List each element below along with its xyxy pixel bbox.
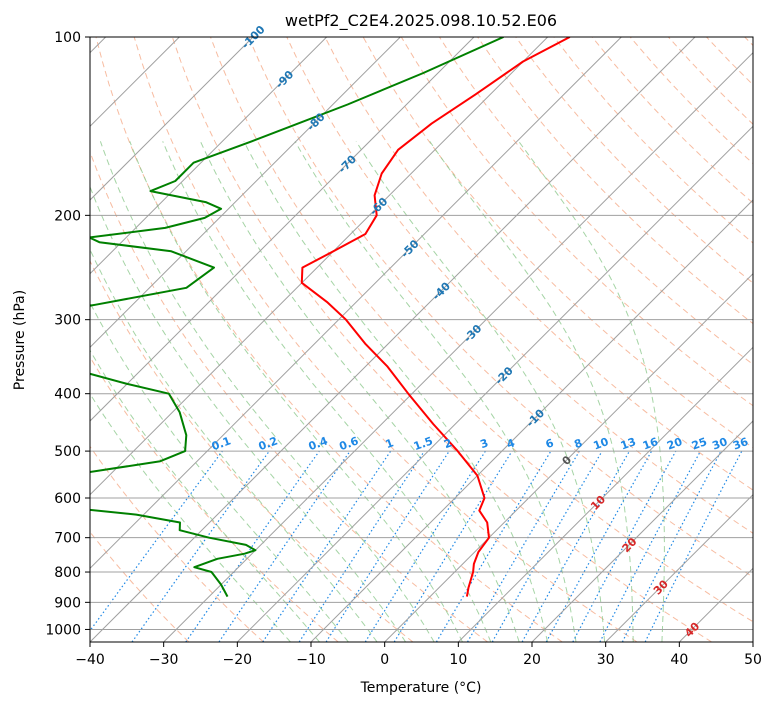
isotherm-line bbox=[605, 493, 753, 642]
isotherm-line bbox=[90, 37, 328, 275]
y-tick-label: 800 bbox=[54, 565, 81, 581]
isotherm-line bbox=[90, 37, 401, 349]
mixing-ratio-label: 3 bbox=[478, 436, 490, 451]
isobars bbox=[90, 37, 753, 630]
isotherm-line bbox=[163, 51, 753, 642]
mixing-ratio-line bbox=[90, 450, 223, 632]
mixing-ratio-label: 36 bbox=[731, 435, 750, 453]
isotherm-line bbox=[90, 37, 475, 422]
x-tick-label: −30 bbox=[149, 652, 179, 668]
mixing-ratio-line bbox=[521, 450, 631, 642]
y-axis-label: Pressure (hPa) bbox=[12, 290, 28, 390]
mixing-ratio-label: 0.2 bbox=[257, 434, 280, 453]
y-tick-label: 700 bbox=[54, 531, 81, 547]
isotherms bbox=[90, 37, 753, 642]
x-tick-label: 40 bbox=[670, 652, 688, 668]
mixing-ratio-line bbox=[298, 450, 425, 642]
x-tick-label: −20 bbox=[223, 652, 253, 668]
y-tick-label: 1000 bbox=[45, 622, 81, 638]
isotherm-line bbox=[90, 37, 549, 496]
mixing-ratio-label: 0.6 bbox=[338, 434, 361, 453]
mixing-ratio-line bbox=[545, 450, 653, 642]
temperature-line bbox=[300, 37, 571, 597]
mixing-ratio-label: 1 bbox=[384, 436, 396, 451]
dry-adiabat-line bbox=[171, 37, 712, 642]
mixing-ratio-label: 20 bbox=[665, 435, 684, 453]
x-tick-label: −40 bbox=[75, 652, 105, 668]
y-tick-label: 200 bbox=[54, 208, 81, 224]
mixing-ratio-label: 16 bbox=[641, 435, 660, 453]
mixing-ratio-label: 2 bbox=[442, 436, 454, 451]
dry-adiabat-line bbox=[286, 37, 753, 534]
mixing-ratio-line bbox=[572, 450, 677, 642]
y-axis: 100 200 300 400 500 600 700 800 900 1000 bbox=[45, 30, 90, 638]
dry-adiabat-line bbox=[133, 37, 638, 642]
sounding-series bbox=[90, 37, 571, 598]
x-axis-label: Temperature (°C) bbox=[360, 680, 482, 696]
mixing-ratio-line bbox=[644, 450, 743, 642]
dry-adiabat-line bbox=[210, 37, 753, 623]
x-tick-label: 20 bbox=[523, 652, 541, 668]
y-tick-label: 300 bbox=[54, 313, 81, 329]
isotherm-line bbox=[310, 199, 753, 642]
mixing-ratio-line bbox=[131, 450, 270, 642]
mixing-ratio-line bbox=[262, 450, 392, 642]
mixing-ratio-label: 6 bbox=[544, 436, 556, 451]
y-tick-label: 900 bbox=[54, 595, 81, 611]
mixing-ratio-line bbox=[218, 450, 351, 642]
x-tick-label: −10 bbox=[296, 652, 326, 668]
x-tick-label: 10 bbox=[449, 652, 467, 668]
y-tick-label: 600 bbox=[54, 491, 81, 507]
dewpoint-line bbox=[90, 37, 504, 598]
mixing-ratio-label: 30 bbox=[710, 435, 729, 453]
isotherm-line bbox=[90, 37, 696, 642]
mixing-ratio-label: 13 bbox=[619, 435, 638, 452]
dry-adiabats bbox=[90, 37, 753, 642]
isotherm-line bbox=[90, 37, 254, 201]
y-tick-label: 500 bbox=[54, 444, 81, 460]
isotherm-line bbox=[752, 641, 753, 642]
mixing-ratio-label: 0.4 bbox=[307, 434, 330, 453]
dry-adiabat-line bbox=[90, 445, 264, 642]
y-tick-label: 400 bbox=[54, 387, 81, 403]
mixing-ratio-label: 0.1 bbox=[210, 434, 233, 453]
mixing-ratio-label: 4 bbox=[505, 436, 517, 451]
plot-background bbox=[90, 37, 753, 642]
x-axis: −40 −30 −20 −10 0 10 20 30 40 50 bbox=[75, 642, 762, 668]
isotherm-line bbox=[457, 346, 753, 642]
mixing-ratio-lines bbox=[90, 450, 743, 642]
mixing-ratio-line bbox=[393, 450, 513, 642]
x-tick-label: 30 bbox=[597, 652, 615, 668]
x-tick-label: 50 bbox=[744, 652, 762, 668]
mixing-ratio-label: 1.5 bbox=[412, 434, 435, 453]
mixing-ratio-label: 10 bbox=[592, 435, 611, 453]
mixing-ratio-label: 8 bbox=[572, 436, 584, 451]
mixing-ratio-line bbox=[325, 450, 450, 642]
x-tick-label: 0 bbox=[380, 652, 389, 668]
chart-title: wetPf2_C2E4.2025.098.10.52.E06 bbox=[285, 11, 557, 31]
plot-frame bbox=[89, 36, 754, 643]
isotherm-line bbox=[90, 37, 622, 570]
mixing-ratio-label: 25 bbox=[690, 435, 709, 452]
dry-adiabat-line bbox=[248, 37, 753, 578]
dry-adiabat-line bbox=[515, 37, 753, 284]
dry-adiabat-line bbox=[324, 37, 753, 491]
dry-adiabat-line bbox=[90, 259, 414, 642]
y-tick-label: 100 bbox=[54, 30, 81, 46]
mixing-ratio-line bbox=[185, 450, 320, 642]
dry-adiabat-line bbox=[90, 356, 339, 642]
isotherm-line bbox=[531, 420, 753, 642]
isotherm-line bbox=[236, 125, 753, 642]
